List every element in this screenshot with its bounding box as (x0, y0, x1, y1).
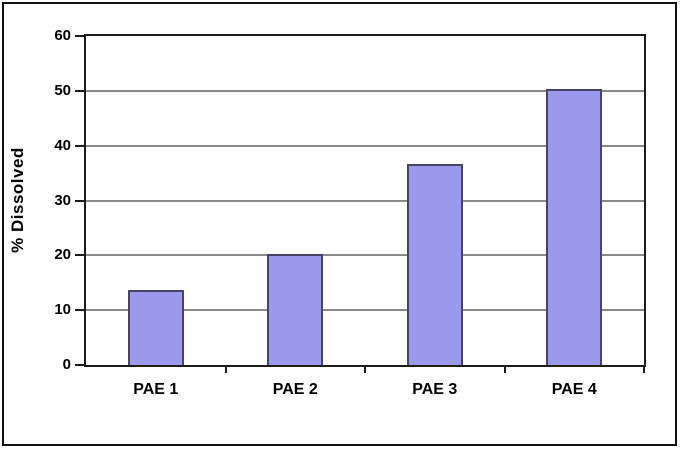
bar-pae-2 (267, 254, 324, 365)
plot-area (84, 34, 646, 367)
x-tick-1 (224, 365, 227, 373)
y-tick-60 (75, 35, 84, 37)
y-tick-50 (75, 89, 84, 92)
bar-pae-4 (546, 89, 603, 365)
x-category-label-pae-3: PAE 3 (412, 381, 458, 398)
x-tick-2 (364, 365, 366, 373)
y-tick-0 (75, 364, 84, 366)
x-category-label-pae-1: PAE 1 (133, 381, 179, 398)
gridline-40 (86, 144, 644, 147)
bar-pae-3 (406, 163, 463, 365)
y-tick-20 (75, 254, 84, 257)
gridline-20 (86, 254, 644, 257)
x-tick-4 (643, 365, 645, 373)
x-tick-3 (503, 365, 506, 373)
y-tick-40 (75, 144, 84, 147)
bar-pae-1 (127, 290, 184, 365)
y-tick-label-60: 60 (54, 27, 71, 44)
x-category-label-pae-2: PAE 2 (272, 381, 318, 398)
y-tick-label-50: 50 (54, 81, 71, 99)
y-tick-30 (75, 199, 84, 202)
gridline-30 (86, 199, 644, 202)
y-tick-label-20: 20 (54, 246, 71, 264)
x-category-label-pae-4: PAE 4 (551, 381, 597, 398)
y-tick-label-10: 10 (54, 301, 71, 319)
y-tick-label-40: 40 (54, 136, 71, 154)
gridline-50 (86, 89, 644, 92)
gridline-10 (86, 309, 644, 312)
y-tick-10 (75, 309, 84, 312)
y-tick-label-0: 0 (62, 356, 71, 373)
y-tick-label-30: 30 (54, 191, 71, 209)
y-axis-title: % Dissolved (8, 147, 27, 253)
